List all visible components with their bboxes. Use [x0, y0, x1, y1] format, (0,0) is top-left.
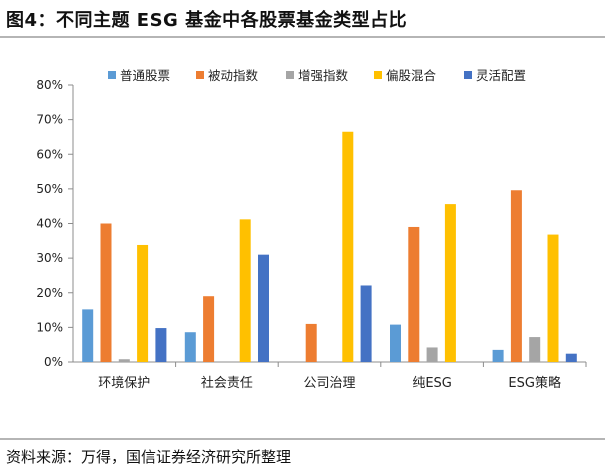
legend-swatch: [108, 71, 116, 79]
y-tick-label: 40%: [36, 217, 63, 231]
legend-swatch: [286, 71, 294, 79]
legend-label: 偏股混合: [386, 68, 437, 83]
x-tick-label: 纯ESG: [412, 376, 452, 391]
bar: [82, 309, 94, 362]
bar: [529, 337, 541, 362]
legend-label: 增强指数: [298, 68, 349, 83]
bar: [492, 349, 504, 362]
x-tick-label: 公司治理: [303, 376, 355, 391]
legend-swatch: [196, 71, 204, 79]
y-tick-label: 30%: [36, 251, 63, 265]
bar: [239, 219, 251, 362]
legend-label: 普通股票: [120, 68, 170, 83]
bar: [258, 254, 269, 362]
bar: [360, 285, 372, 362]
bar: [184, 332, 196, 362]
bar: [426, 347, 438, 362]
y-tick-label: 80%: [36, 78, 63, 92]
bar: [100, 223, 112, 362]
bar: [305, 323, 317, 362]
bar: [408, 226, 420, 362]
bar: [155, 328, 167, 362]
figure-title: 图4：不同主题 ESG 基金中各股票基金类型占比: [6, 10, 408, 31]
bar: [565, 353, 577, 362]
x-tick-label: 环境保护: [98, 376, 150, 391]
y-tick-label: 20%: [36, 286, 63, 300]
y-tick-label: 10%: [36, 320, 63, 334]
legend-label: 灵活配置: [476, 68, 526, 83]
bar-chart: 0% 10% 20% 30% 40% 50% 60% 70% 80% 环境保护 社会责任 公司治理 纯E…: [36, 68, 587, 391]
title-divider: [0, 36, 605, 38]
bar: [342, 131, 354, 362]
source-divider: [0, 438, 605, 440]
y-tick-label: 60%: [36, 147, 63, 161]
bar: [444, 204, 456, 362]
chart-axes: 0% 10% 20% 30% 40% 50% 60% 70% 80% 环境保护 社会责任 公司治理 纯E…: [36, 78, 587, 391]
x-tick-label: 社会责任: [201, 375, 253, 391]
bar: [510, 190, 522, 362]
chart-legend: 普通股票 被动指数 增强指数 偏股混合 灵活配置: [108, 68, 526, 83]
chart-bars: [82, 131, 577, 362]
legend-label: 被动指数: [208, 68, 259, 83]
legend-swatch: [374, 71, 382, 79]
y-tick-label: 50%: [36, 182, 63, 196]
bar: [390, 324, 401, 362]
bar: [547, 234, 559, 362]
bar: [137, 244, 149, 362]
y-tick-label: 0%: [44, 355, 63, 369]
bar: [118, 359, 130, 362]
legend-swatch: [464, 71, 472, 79]
source-note: 资料来源：万得，国信证券经济研究所整理: [6, 448, 292, 466]
y-tick-label: 70%: [36, 113, 63, 127]
bar: [203, 296, 215, 362]
x-tick-label: ESG策略: [508, 375, 561, 391]
